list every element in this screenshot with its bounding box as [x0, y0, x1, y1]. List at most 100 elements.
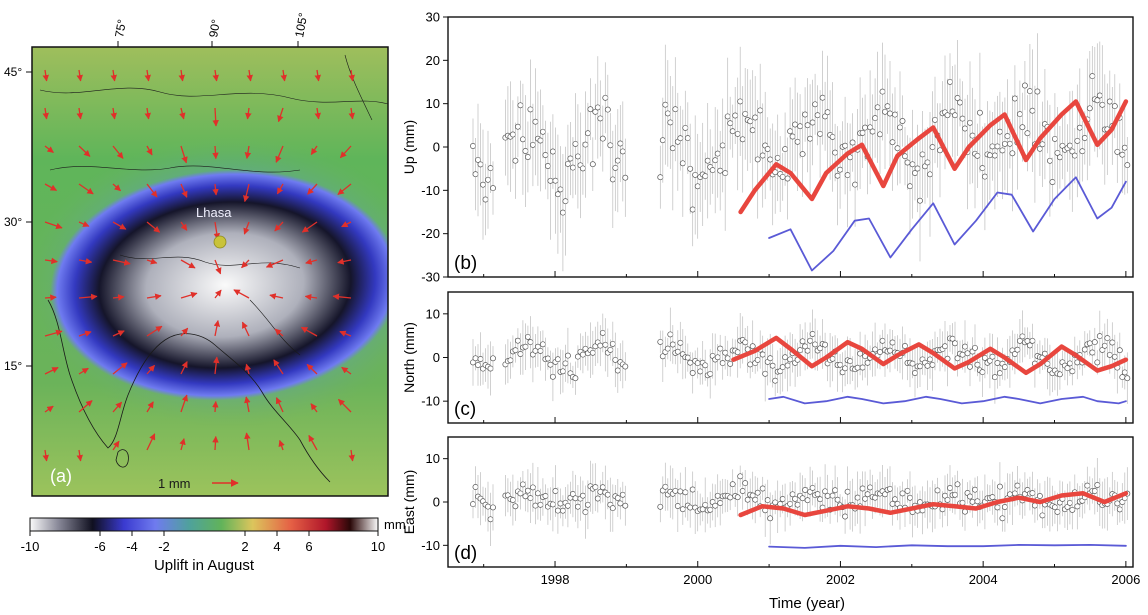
observation-point — [1011, 490, 1018, 497]
displacement-arrow — [241, 321, 250, 337]
observation-point — [819, 94, 826, 101]
observation-point — [609, 176, 616, 183]
observation-point — [799, 495, 806, 502]
observation-point — [549, 148, 556, 155]
observation-point — [589, 161, 596, 168]
observation-point — [872, 115, 879, 122]
observation-point — [475, 362, 481, 368]
displacement-arrow — [308, 434, 318, 451]
observation-point — [1066, 499, 1073, 506]
observation-point — [974, 498, 981, 505]
observation-point — [597, 342, 604, 349]
observation-point — [1014, 482, 1021, 489]
observation-point — [564, 502, 571, 509]
y-tick-label: 0 — [433, 495, 440, 510]
displacement-arrow — [214, 289, 222, 299]
observation-point — [657, 503, 664, 510]
observation-point — [732, 112, 739, 119]
observation-point — [1094, 97, 1101, 104]
observation-point — [597, 115, 604, 122]
observation-point — [664, 110, 671, 117]
observation-point — [607, 142, 614, 149]
observation-point — [782, 354, 789, 361]
displacement-arrow — [110, 107, 117, 120]
observation-point — [952, 340, 958, 347]
lhasa-marker — [213, 235, 227, 249]
observation-point — [797, 347, 804, 354]
displacement-arrows — [42, 69, 355, 462]
y-tick-label: -10 — [421, 394, 440, 409]
observation-point — [1096, 92, 1103, 99]
colorbar-title: Uplift in August — [154, 557, 255, 574]
observation-point — [717, 167, 724, 174]
y-tick-label: 10 — [426, 451, 440, 466]
observation-point — [527, 495, 534, 502]
observation-point — [470, 501, 476, 508]
observation-point — [524, 487, 531, 494]
observation-point — [477, 356, 484, 362]
observation-point — [897, 124, 903, 131]
observation-point — [864, 491, 871, 498]
observation-point — [587, 106, 594, 113]
displacement-arrow — [212, 107, 219, 127]
displacement-arrow — [178, 69, 185, 82]
displacement-arrow — [78, 367, 89, 375]
observation-point — [567, 155, 574, 162]
observation-point — [592, 484, 599, 491]
displacement-arrow — [212, 69, 219, 82]
observation-point — [547, 177, 554, 184]
observation-point — [480, 181, 486, 188]
observation-point — [962, 343, 968, 350]
observation-point — [509, 131, 516, 138]
observation-point — [749, 127, 756, 134]
observation-point — [844, 488, 851, 495]
observation-point — [747, 118, 754, 125]
observation-point — [532, 118, 539, 125]
lon-tick-90: 90° — [206, 18, 223, 38]
displacement-arrow — [276, 183, 284, 195]
observation-point — [517, 351, 524, 357]
observation-point — [512, 347, 519, 354]
observation-point — [1004, 133, 1011, 140]
observation-point — [794, 138, 801, 145]
observation-point — [802, 111, 809, 118]
observation-point — [809, 119, 816, 126]
observation-point — [1024, 130, 1031, 137]
observation-point — [612, 164, 619, 171]
observation-point — [989, 143, 996, 150]
observation-point — [887, 485, 893, 492]
observation-point — [767, 156, 774, 163]
observation-point — [739, 488, 746, 494]
observation-point — [674, 503, 681, 509]
displacement-arrow — [337, 258, 352, 265]
displacement-arrow — [314, 107, 321, 120]
observation-point — [927, 356, 933, 363]
observation-point — [594, 495, 601, 502]
displacement-arrow — [213, 356, 220, 375]
y-tick-label: 20 — [426, 53, 440, 68]
observation-point — [767, 355, 774, 362]
observation-point — [614, 157, 621, 164]
observation-point — [572, 140, 579, 147]
observation-point — [892, 496, 898, 503]
coastline — [47, 299, 331, 483]
east-panel: 10 0 -10 1998 2000 2002 2004 2006 East (mm) (d) — [401, 436, 1140, 587]
displacement-arrow — [243, 221, 250, 235]
observation-point — [981, 354, 988, 361]
observation-point — [534, 490, 541, 497]
displacement-arrow — [306, 363, 318, 375]
observation-point — [542, 493, 549, 499]
observation-point — [1054, 508, 1061, 515]
observation-point — [1116, 506, 1123, 513]
observation-point — [832, 149, 839, 156]
observation-point — [562, 360, 569, 367]
displacement-arrow — [146, 221, 161, 233]
observation-point — [1039, 141, 1046, 148]
model-series-line — [768, 544, 1127, 549]
observation-point — [684, 135, 691, 142]
displacement-arrow — [348, 69, 355, 82]
x-tick-label: 2002 — [826, 572, 855, 587]
cbar-tick: -10 — [21, 539, 40, 554]
observation-point — [932, 116, 938, 123]
observation-point — [702, 362, 709, 369]
